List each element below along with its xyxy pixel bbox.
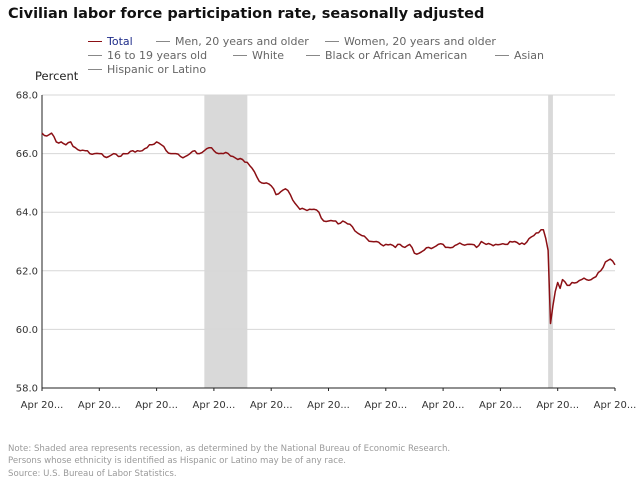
legend-swatch — [233, 55, 247, 56]
x-tick-label: Apr 20... — [78, 400, 121, 411]
legend-item-white[interactable]: White — [233, 49, 284, 62]
chart-title: Civilian labor force participation rate,… — [8, 6, 485, 22]
legend-label: White — [252, 49, 284, 62]
x-tick-label: Apr 20... — [307, 400, 350, 411]
recession-shading — [548, 95, 553, 388]
legend-swatch — [88, 55, 102, 56]
y-tick-label: 66.0 — [16, 149, 38, 160]
y-tick-label: 58.0 — [16, 384, 38, 395]
y-axis-label: Percent — [35, 69, 79, 83]
legend-item-16-to-19[interactable]: 16 to 19 years old — [88, 49, 207, 62]
x-tick-label: Apr 20... — [594, 400, 637, 411]
chart-notes: Note: Shaded area represents recession, … — [8, 443, 450, 480]
note-recession: Note: Shaded area represents recession, … — [8, 444, 451, 454]
legend-label: Black or African American — [325, 49, 468, 62]
legend-swatch — [88, 41, 102, 42]
x-tick-label: Apr 20... — [250, 400, 293, 411]
legend-item-total[interactable]: Total — [88, 35, 133, 48]
series-line-total — [41, 132, 616, 325]
x-tick-label: Apr 20... — [364, 400, 407, 411]
x-tick-label: Apr 20... — [135, 400, 178, 411]
y-tick-label: 62.0 — [16, 266, 38, 277]
legend-label: Total — [107, 35, 133, 48]
legend-label: Men, 20 years and older — [175, 35, 309, 48]
legend-label: Asian — [514, 49, 545, 62]
legend-item-women-20-plus[interactable]: Women, 20 years and older — [325, 35, 496, 48]
chart-plot: 68.0 66.0 64.0 62.0 60.0 58.0 Apr 20... Apr 20.… — [16, 91, 637, 412]
legend-item-men-20-plus[interactable]: Men, 20 years and older — [156, 35, 309, 48]
y-tick-label: 64.0 — [16, 208, 38, 219]
x-tick-label: Apr 20... — [422, 400, 465, 411]
legend-label: Women, 20 years and older — [344, 35, 496, 48]
legend-swatch — [306, 55, 320, 56]
note-ethnicity: Persons whose ethnicity is identified as… — [8, 456, 346, 467]
x-tick-label: Apr 20... — [536, 400, 579, 411]
chart-legend: Total Men, 20 years and older Women, 20 … — [0, 0, 640, 80]
legend-item-asian[interactable]: Asian — [495, 49, 544, 62]
x-tick-label: Apr 20... — [193, 400, 236, 411]
legend-item-black[interactable]: Black or African American — [306, 49, 467, 62]
x-tick-label: Apr 20... — [479, 400, 522, 411]
legend-swatch — [156, 41, 170, 42]
legend-swatch — [325, 41, 339, 42]
legend-swatch — [495, 55, 509, 56]
note-source: Source: U.S. Bureau of Labor Statistics. — [8, 468, 177, 479]
legend-label: 16 to 19 years old — [107, 49, 208, 62]
x-tick-label: Apr 20... — [21, 400, 64, 411]
recession-shading — [204, 95, 248, 388]
legend-item-hispanic[interactable]: Hispanic or Latino — [88, 63, 206, 76]
legend-swatch — [88, 69, 102, 70]
legend-label: Hispanic or Latino — [107, 63, 207, 76]
y-tick-label: 60.0 — [16, 325, 38, 336]
y-tick-label: 68.0 — [16, 91, 38, 102]
